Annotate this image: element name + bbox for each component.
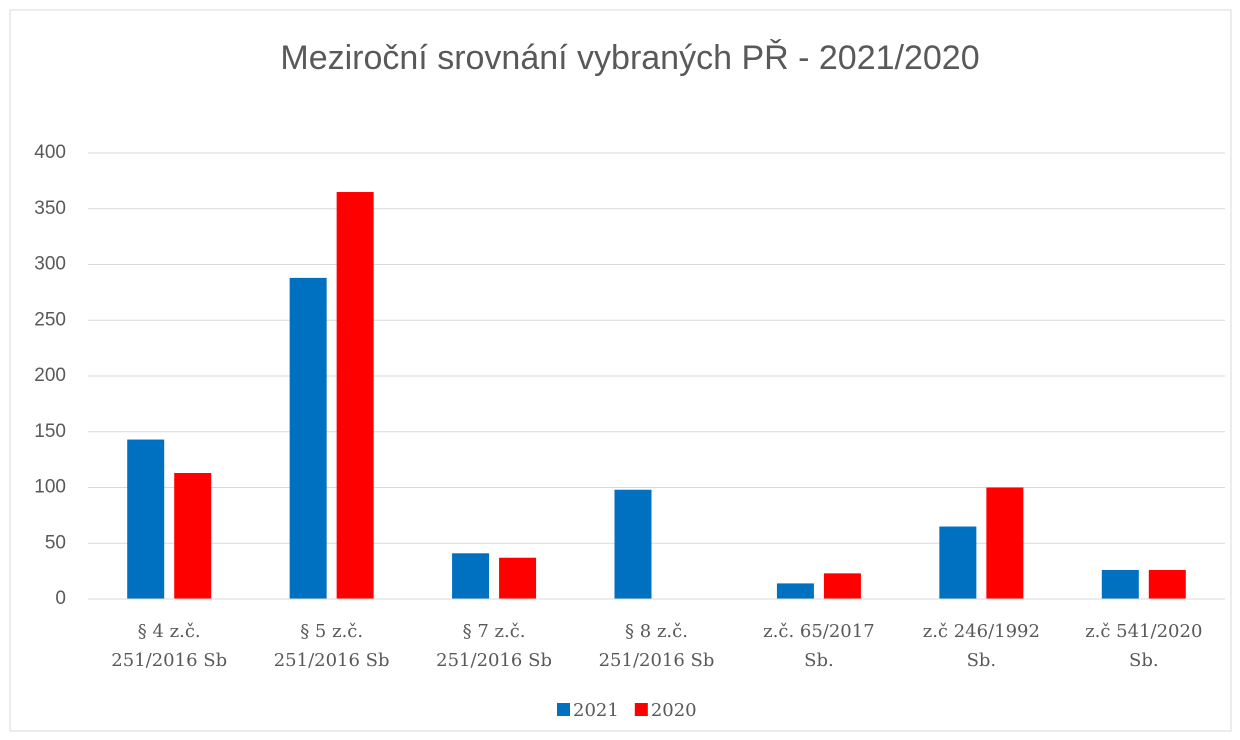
legend-label: 2021 — [573, 700, 619, 721]
x-tick-label: z.č 246/1992 Sb. — [923, 621, 1040, 671]
y-tick-label: 400 — [34, 142, 66, 163]
chart-title: Meziroční srovnání vybraných PŘ - 2021/2… — [280, 39, 979, 77]
bar — [127, 439, 165, 599]
legend-swatch — [634, 703, 648, 716]
x-tick-label: § 4 z.č. 251/2016 Sb — [111, 621, 227, 671]
bar — [499, 557, 537, 599]
bar — [986, 487, 1024, 599]
bar — [1101, 570, 1139, 599]
x-tick-label: § 8 z.č. 251/2016 Sb — [599, 621, 715, 671]
y-tick-label: 350 — [34, 198, 66, 219]
x-tick-label: z.č 541/2020 Sb. — [1085, 621, 1202, 671]
y-tick-label: 100 — [34, 477, 66, 498]
legend-swatch — [557, 703, 570, 716]
legend-label: 2020 — [651, 700, 697, 721]
x-tick-label: z.č. 65/2017 Sb. — [763, 621, 875, 671]
y-tick-label: 250 — [34, 309, 66, 330]
bar — [1148, 570, 1186, 599]
bar — [336, 192, 374, 599]
bar — [614, 489, 652, 599]
bar — [823, 573, 861, 599]
bar — [289, 277, 327, 599]
y-tick-label: 50 — [45, 532, 66, 553]
y-tick-label: 150 — [34, 421, 66, 442]
x-tick-label: § 7 z.č. 251/2016 Sb — [436, 621, 552, 671]
bar — [776, 583, 814, 599]
chart-frame — [9, 9, 1232, 732]
bar — [939, 526, 977, 599]
bar — [174, 473, 212, 599]
y-tick-label: 0 — [55, 588, 66, 609]
bar — [452, 553, 490, 599]
y-tick-label: 300 — [34, 254, 66, 275]
y-tick-label: 200 — [34, 365, 66, 386]
x-tick-label: § 5 z.č. 251/2016 Sb — [274, 621, 390, 671]
